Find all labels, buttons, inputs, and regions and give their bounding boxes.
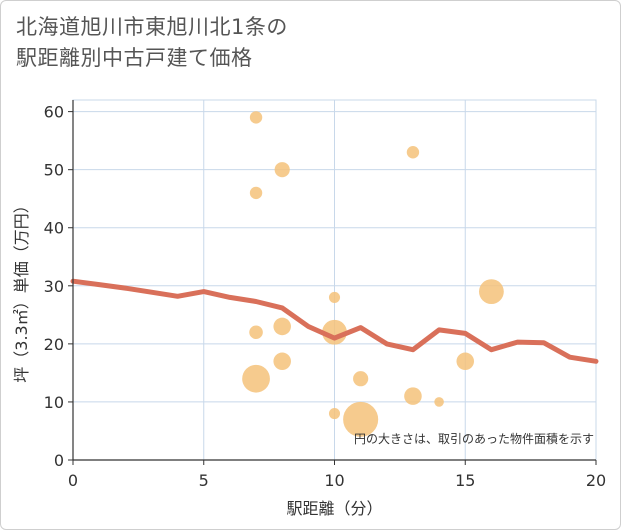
data-point [328,291,341,303]
data-point [249,186,263,200]
x-tick-label: 15 [455,471,475,490]
data-point [328,408,341,420]
data-point [242,364,270,393]
data-point [479,279,504,305]
x-tick-label: 20 [586,471,606,490]
y-tick-label: 0 [54,451,64,470]
data-point [249,325,263,340]
y-tick-label: 20 [44,335,64,354]
data-point [322,319,347,345]
trend-line [70,278,599,364]
x-axis-label: 駅距離（分） [286,499,382,518]
y-tick-label: 30 [44,277,64,296]
data-point [434,397,444,407]
chart-title-line-2: 駅距離別中古戸建て価格 [16,46,253,70]
x-tick-label: 0 [68,471,78,490]
trend-line-group [70,278,599,364]
grid-lines [72,99,597,461]
chart-title: 北海道旭川市東旭川北1条の 駅距離別中古戸建て価格 [16,12,288,74]
axes [68,100,597,465]
y-tick-label: 10 [44,393,64,412]
x-tick-label: 10 [324,471,344,490]
data-point [456,352,475,371]
data-point [249,111,263,124]
data-point [353,371,369,387]
tick-labels: 0 5 10 15 20 0 10 20 30 40 50 60 [44,103,607,490]
y-tick-label: 40 [44,219,64,238]
data-point [404,387,422,405]
data-point [406,146,420,159]
data-point [273,317,291,336]
x-tick-label: 5 [199,471,209,490]
y-tick-label: 60 [44,103,64,122]
y-axis-label: 坪（3.3㎡）単価（万円） [12,197,31,382]
bubble-series [242,111,504,437]
data-point [274,162,290,178]
y-tick-label: 50 [44,161,64,180]
data-point [273,352,291,371]
size-note: 円の大きさは、取引のあった物件面積を示す [354,431,594,446]
data-point [343,401,379,437]
chart-title-line-1: 北海道旭川市東旭川北1条の [16,15,288,39]
